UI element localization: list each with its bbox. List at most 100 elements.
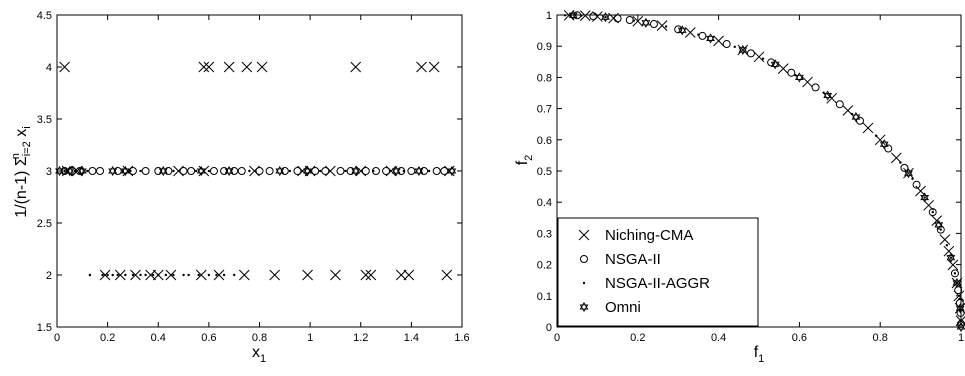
data-point: [101, 273, 104, 277]
data-point: [641, 17, 651, 28]
data-point: [114, 269, 126, 281]
y-tick-label: 0.2: [537, 260, 552, 272]
data-point: [955, 303, 965, 314]
x-tick-label: 0.4: [151, 332, 166, 344]
y-tick-label: 0.6: [537, 135, 552, 147]
legend-label: NSGA-II: [605, 251, 661, 268]
data-point: [403, 269, 415, 281]
x-tick-label: 0.2: [100, 332, 115, 344]
data-point: [55, 165, 64, 177]
data-point: [923, 196, 926, 199]
data-point: [165, 269, 177, 281]
data-point: [823, 90, 833, 101]
data-point: [416, 61, 427, 73]
data-point: [196, 165, 206, 177]
data-point: [255, 167, 264, 175]
data-point: [344, 169, 347, 173]
y-tick-label: 0.9: [537, 41, 552, 53]
data-point: [232, 273, 236, 277]
data-point: [432, 167, 441, 175]
y-tick-label: 0.5: [537, 166, 552, 178]
data-point: [141, 167, 150, 175]
data-point: [939, 228, 942, 231]
data-point: [361, 167, 370, 175]
data-point: [777, 63, 789, 75]
data-point: [955, 281, 959, 285]
data-point: [108, 165, 118, 177]
y-tick-label: 2: [46, 270, 52, 282]
legend-marker: [582, 281, 586, 285]
data-point: [172, 169, 175, 173]
data-point: [63, 169, 66, 173]
data-point: [248, 169, 251, 173]
y-tick-label: 0: [546, 322, 552, 334]
data-point: [207, 169, 211, 173]
data-point: [213, 269, 225, 281]
data-point: [674, 25, 683, 34]
data-point: [441, 269, 453, 281]
data-point: [99, 269, 111, 281]
data-point: [131, 273, 135, 277]
data-point: [360, 269, 372, 281]
data-point: [195, 269, 207, 281]
data-point: [157, 273, 160, 277]
data-point: [86, 169, 89, 173]
data-point: [946, 252, 956, 263]
y-tick-label: 0.4: [537, 197, 552, 209]
series-nsga-ii: [60, 167, 449, 175]
data-point: [88, 273, 92, 277]
data-point: [288, 169, 292, 173]
data-point: [350, 61, 362, 73]
data-point: [198, 61, 210, 73]
data-point: [428, 61, 440, 73]
data-point: [280, 167, 289, 175]
y-axis-label: 1/(n-1) Σi=2n xi: [10, 126, 33, 218]
data-point: [351, 165, 361, 177]
data-point: [111, 273, 114, 277]
data-point: [958, 297, 961, 301]
legend-entry: Niching-CMA: [578, 227, 693, 244]
data-point: [953, 272, 957, 275]
data-point: [302, 269, 313, 281]
data-point: [427, 169, 431, 173]
plot-frame: [56, 14, 463, 328]
y-tick-label: 4.5: [37, 10, 52, 22]
data-point: [88, 167, 97, 175]
data-point: [447, 165, 457, 177]
data-point: [223, 61, 235, 73]
data-point: [139, 169, 142, 173]
data-point: [182, 273, 185, 277]
data-point: [656, 20, 668, 31]
data-point: [154, 167, 163, 175]
data-point: [220, 167, 229, 175]
data-point: [269, 269, 281, 281]
data-point: [601, 12, 610, 23]
data-point: [761, 57, 765, 60]
data-point: [753, 51, 765, 63]
data-point: [738, 44, 748, 56]
data-point: [238, 269, 250, 281]
legend-marker: [579, 301, 589, 313]
data-point: [563, 14, 567, 17]
data-point: [613, 14, 622, 23]
data-point: [195, 169, 198, 173]
legend-entry: NSGA-II: [580, 251, 661, 268]
data-point: [939, 234, 951, 245]
x-tick-label: 0: [554, 332, 560, 344]
data-point: [928, 208, 937, 217]
series-niching-cma: [563, 9, 965, 327]
data-point: [802, 76, 813, 88]
data-point: [203, 61, 215, 73]
data-point: [920, 192, 930, 203]
x-tick-label: 1: [958, 332, 964, 344]
data-point: [440, 167, 449, 175]
data-point: [222, 273, 226, 277]
legend-marker: [580, 255, 588, 263]
data-point: [65, 165, 75, 177]
data-point: [172, 273, 175, 277]
y-tick-label: 4: [46, 62, 52, 74]
data-point: [835, 100, 844, 109]
y-tick-label: 3: [46, 166, 52, 178]
data-point: [319, 169, 322, 173]
data-point: [321, 167, 330, 175]
